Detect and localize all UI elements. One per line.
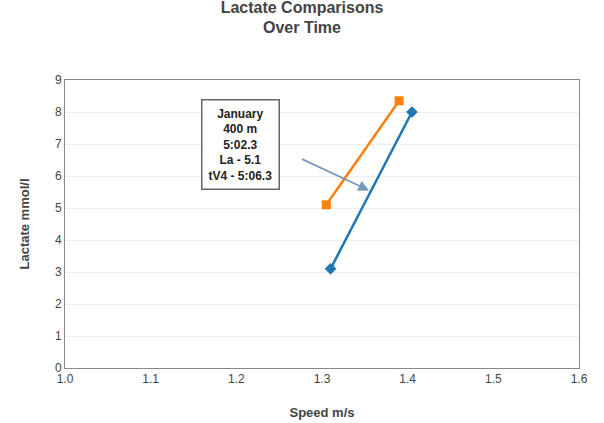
svg-text:1.2: 1.2 <box>228 372 245 386</box>
svg-text:4: 4 <box>55 233 62 247</box>
svg-text:1.0: 1.0 <box>57 372 74 386</box>
svg-text:Lactate mmol/l: Lactate mmol/l <box>17 178 32 269</box>
svg-text:3: 3 <box>55 265 62 279</box>
svg-text:7: 7 <box>55 137 62 151</box>
svg-text:Lactate ComparisonsOver Time: Lactate ComparisonsOver Time <box>221 0 384 36</box>
svg-text:2: 2 <box>55 297 62 311</box>
svg-text:1.4: 1.4 <box>399 372 416 386</box>
svg-text:Speed m/s: Speed m/s <box>289 405 354 420</box>
svg-text:1.1: 1.1 <box>142 372 159 386</box>
svg-text:1: 1 <box>55 329 62 343</box>
svg-text:5: 5 <box>55 201 62 215</box>
svg-text:January400 m5:02.3La - 5.1tV4: January400 m5:02.3La - 5.1tV4 - 5:06.3 <box>209 107 273 183</box>
svg-text:9: 9 <box>55 73 62 87</box>
svg-text:6: 6 <box>55 169 62 183</box>
svg-text:1.6: 1.6 <box>571 372 588 386</box>
svg-text:8: 8 <box>55 105 62 119</box>
svg-text:1.5: 1.5 <box>485 372 502 386</box>
svg-text:0: 0 <box>55 361 62 375</box>
svg-text:1.3: 1.3 <box>314 372 331 386</box>
